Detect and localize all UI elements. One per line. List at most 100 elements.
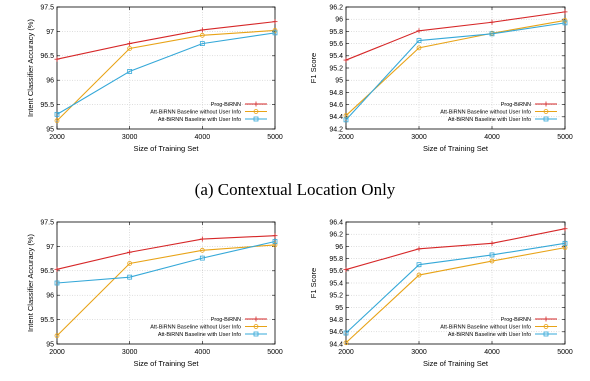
y-tick-label: 95.6 xyxy=(329,41,343,48)
y-tick-label: 95 xyxy=(46,126,54,133)
data-point-s1 xyxy=(489,240,495,246)
y-tick-label: 94.6 xyxy=(329,102,343,109)
data-point-s1 xyxy=(199,27,205,33)
y-tick-label: 97 xyxy=(46,29,54,36)
legend-marker xyxy=(543,109,549,114)
legend-marker xyxy=(253,331,259,337)
legend-label: Prog-BiRNN xyxy=(211,102,241,108)
x-tick-label: 5000 xyxy=(267,134,283,141)
series-line-2 xyxy=(345,19,566,116)
series-line-2 xyxy=(56,244,276,337)
data-point-s1 xyxy=(127,41,133,47)
y-tick-label: 94.8 xyxy=(329,90,343,97)
data-point-s2 xyxy=(54,118,60,124)
data-point-s1 xyxy=(416,28,422,34)
legend-label: Att-BiRNN Baseline without User Info xyxy=(150,110,241,116)
legend-marker xyxy=(253,109,259,114)
legend-marker xyxy=(253,324,259,329)
legend-marker xyxy=(543,331,549,337)
data-point-s3 xyxy=(127,69,133,74)
legend-marker xyxy=(253,316,259,322)
y-tick-label: 95 xyxy=(46,341,54,348)
legend-label: Att-BiRNN Baseline without User Info xyxy=(440,110,531,116)
data-point-s1 xyxy=(199,236,205,242)
data-point-s3 xyxy=(54,280,60,286)
y-tick-label: 96 xyxy=(335,244,343,251)
x-tick-label: 4000 xyxy=(484,134,500,141)
x-tick-label: 5000 xyxy=(557,134,573,141)
data-point-s3 xyxy=(127,274,133,280)
data-point-s2 xyxy=(416,45,422,51)
data-point-s1 xyxy=(343,267,349,273)
data-point-s2 xyxy=(199,247,205,253)
series-line-3 xyxy=(56,32,276,115)
y-tick-label: 96.4 xyxy=(329,219,343,226)
y-tick-label: 95.2 xyxy=(329,293,343,300)
y-axis-label: F1 Score xyxy=(309,53,318,83)
series-line-3 xyxy=(56,240,276,284)
data-point-s3 xyxy=(489,252,495,258)
data-point-s2 xyxy=(199,32,205,38)
y-tick-label: 96 xyxy=(46,293,54,300)
legend-marker xyxy=(253,101,259,107)
legend: Prog-BiRNN Att-BiRNN Baseline without Use… xyxy=(440,316,557,338)
y-axis-label: Intent Classifier Accuracy (%) xyxy=(26,19,35,117)
data-point-s1 xyxy=(416,246,422,252)
x-axis-label: Size of Training Set xyxy=(133,359,199,368)
legend-label: Att-BiRNN Baseline with User Info xyxy=(158,117,241,123)
legend-label: Att-BiRNN Baseline with User Info xyxy=(158,332,241,338)
legend-label: Prog-BiRNN xyxy=(501,317,531,323)
data-point-s2 xyxy=(272,28,278,33)
x-tick-label: 2000 xyxy=(338,134,354,141)
legend: Prog-BiRNN Att-BiRNN Baseline without Use… xyxy=(150,316,267,338)
data-point-s1 xyxy=(343,57,349,63)
caption-a: (a) Contextual Location Only xyxy=(195,180,396,199)
x-tick-label: 4000 xyxy=(484,349,500,356)
legend-label: Att-BiRNN Baseline with User Info xyxy=(448,117,531,123)
x-tick-label: 2000 xyxy=(338,349,354,356)
legend-label: Att-BiRNN Baseline without User Info xyxy=(150,325,241,331)
x-axis-label: Size of Training Set xyxy=(423,144,489,153)
legend-marker xyxy=(543,316,549,322)
data-point-s2 xyxy=(127,46,133,51)
y-tick-label: 97 xyxy=(46,244,54,251)
y-tick-label: 95.8 xyxy=(329,29,343,36)
data-point-s2 xyxy=(272,242,278,248)
series-line-1 xyxy=(345,11,566,61)
x-tick-label: 3000 xyxy=(122,134,138,141)
y-tick-label: 95.2 xyxy=(329,65,343,72)
data-point-s3 xyxy=(272,239,278,244)
y-tick-label: 95.8 xyxy=(329,256,343,263)
legend-label: Att-BiRNN Baseline without User Info xyxy=(440,325,531,331)
x-tick-label: 2000 xyxy=(49,134,65,141)
y-tick-label: 96.5 xyxy=(40,53,54,60)
y-tick-label: 95.4 xyxy=(329,280,343,287)
data-point-s2 xyxy=(54,333,60,339)
data-point-s3 xyxy=(343,117,349,123)
y-tick-label: 95.6 xyxy=(329,268,343,275)
data-point-s1 xyxy=(272,233,278,239)
data-point-s3 xyxy=(489,31,495,37)
series-line-1 xyxy=(345,228,566,271)
data-point-s2 xyxy=(343,340,349,346)
data-point-s3 xyxy=(562,240,568,246)
data-point-s2 xyxy=(127,261,133,266)
legend-marker xyxy=(543,324,549,329)
x-tick-label: 3000 xyxy=(122,349,138,356)
y-axis-label: Intent Classifier Accuracy (%) xyxy=(26,234,35,332)
y-tick-label: 94.4 xyxy=(329,114,343,121)
series-line-1 xyxy=(56,21,276,60)
y-tick-label: 96 xyxy=(46,78,54,85)
y-tick-label: 96 xyxy=(335,17,343,24)
y-tick-label: 96.2 xyxy=(329,232,343,239)
data-point-s1 xyxy=(489,19,495,25)
y-tick-label: 97.5 xyxy=(40,219,54,226)
y-tick-label: 94.2 xyxy=(329,126,343,133)
x-tick-label: 5000 xyxy=(267,349,283,356)
data-point-s3 xyxy=(416,262,422,268)
legend-marker xyxy=(253,116,259,122)
y-tick-label: 96.2 xyxy=(329,4,343,11)
legend-label: Att-BiRNN Baseline with User Info xyxy=(448,332,531,338)
x-tick-label: 4000 xyxy=(195,134,211,141)
